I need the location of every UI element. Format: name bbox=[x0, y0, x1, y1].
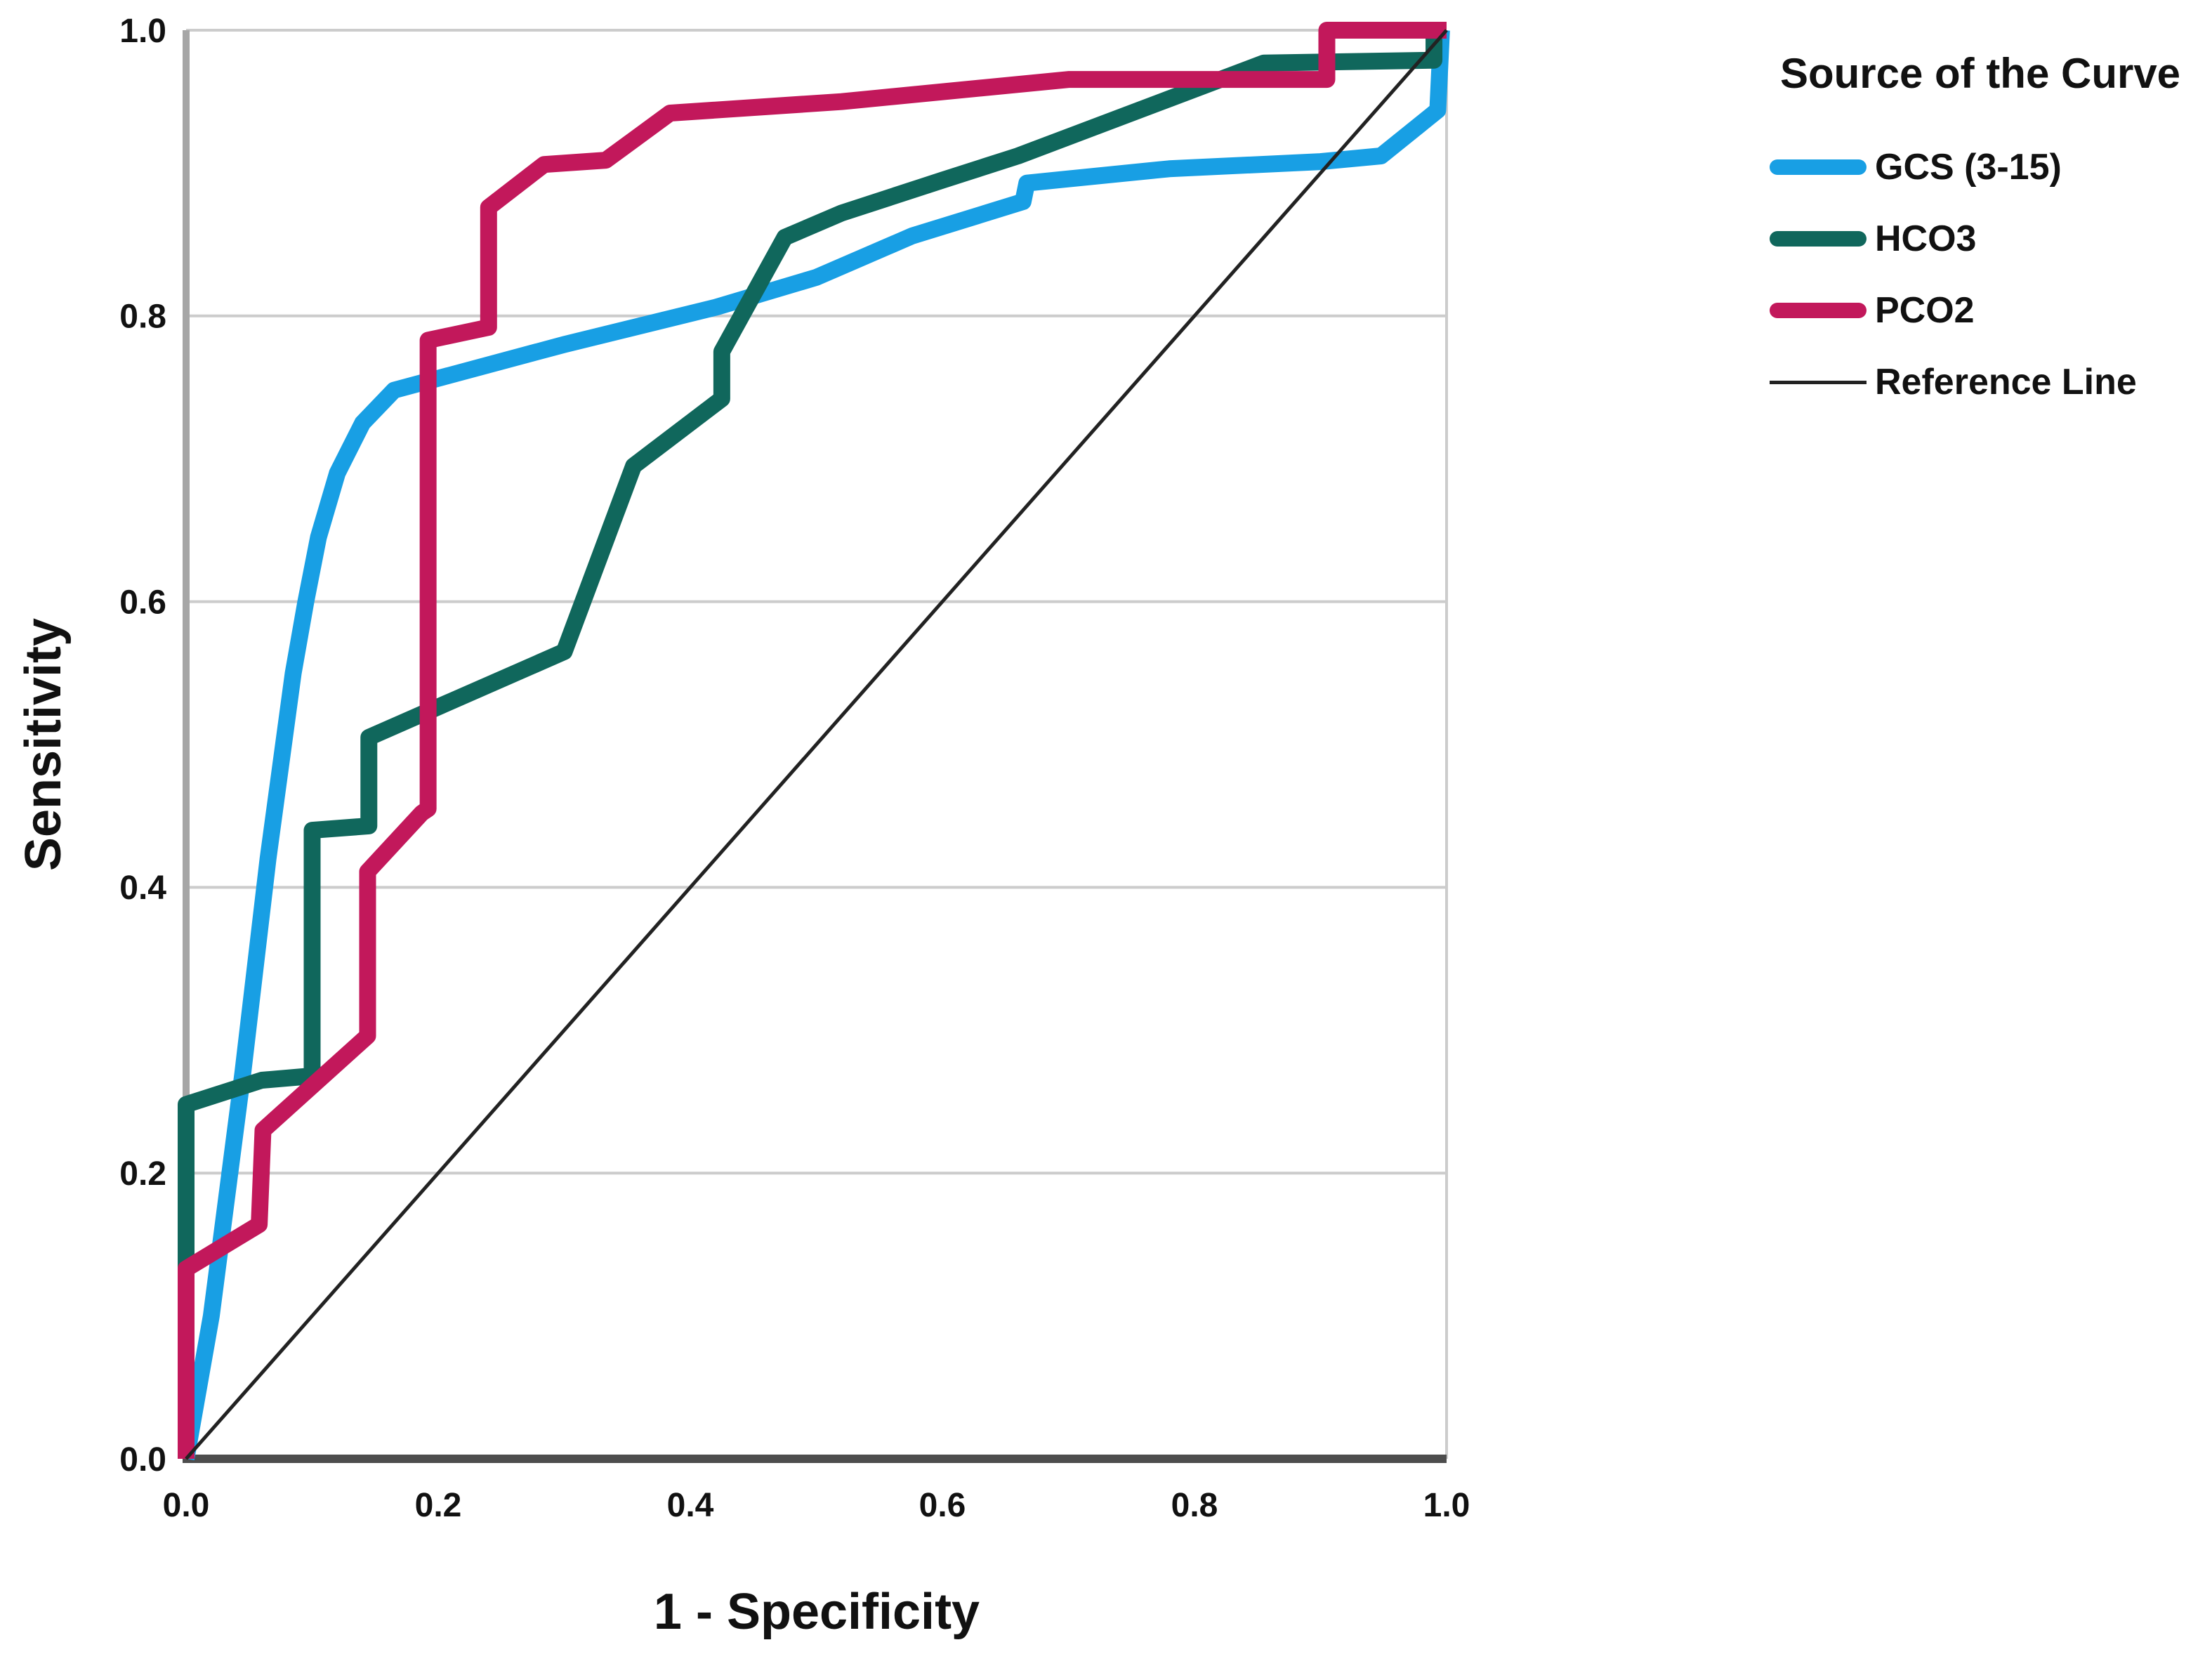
legend-item-hco3: HCO3 bbox=[1770, 218, 2212, 259]
x-axis-title: 1 - Specificity bbox=[653, 1584, 980, 1640]
legend: Source of the Curve GCS (3-15) HCO3 PCO2… bbox=[1749, 49, 2212, 433]
legend-label-gcs: GCS (3-15) bbox=[1875, 147, 2062, 188]
x-tick-label: 0.0 bbox=[163, 1487, 210, 1524]
x-tick-label: 0.2 bbox=[415, 1487, 462, 1524]
y-tick-label: 0.4 bbox=[119, 870, 166, 907]
x-tick-label: 0.4 bbox=[667, 1487, 714, 1524]
y-tick-label: 0.8 bbox=[119, 299, 166, 336]
x-tick-label: 0.6 bbox=[919, 1487, 966, 1524]
legend-title: Source of the Curve bbox=[1779, 50, 2181, 97]
y-tick-label: 0.2 bbox=[119, 1155, 166, 1193]
hco3-line-swatch bbox=[1770, 231, 1867, 247]
legend-item-reference: Reference Line bbox=[1770, 362, 2212, 402]
legend-label-pco2: PCO2 bbox=[1875, 290, 1975, 331]
legend-label-hco3: HCO3 bbox=[1875, 218, 1977, 259]
x-tick-label: 0.8 bbox=[1171, 1487, 1218, 1524]
reference-line-swatch bbox=[1770, 380, 1867, 384]
y-tick-label: 0.6 bbox=[119, 584, 166, 621]
legend-item-gcs: GCS (3-15) bbox=[1770, 147, 2212, 188]
y-tick-label: 1.0 bbox=[119, 13, 166, 50]
series-line-HCO3 bbox=[178, 22, 1447, 1459]
legend-label-reference: Reference Line bbox=[1875, 362, 2137, 402]
series-line-GCS (3-15) bbox=[178, 22, 1450, 1461]
pco2-line-swatch bbox=[1770, 303, 1867, 318]
legend-item-pco2: PCO2 bbox=[1770, 290, 2212, 331]
y-axis-title: Sensitivity bbox=[15, 617, 72, 872]
reference-line bbox=[185, 29, 1448, 1460]
x-tick-label: 1.0 bbox=[1423, 1487, 1470, 1524]
gcs-line-swatch bbox=[1770, 159, 1867, 175]
y-tick-label: 0.0 bbox=[119, 1441, 166, 1478]
series-line-PCO2 bbox=[178, 22, 1447, 1459]
